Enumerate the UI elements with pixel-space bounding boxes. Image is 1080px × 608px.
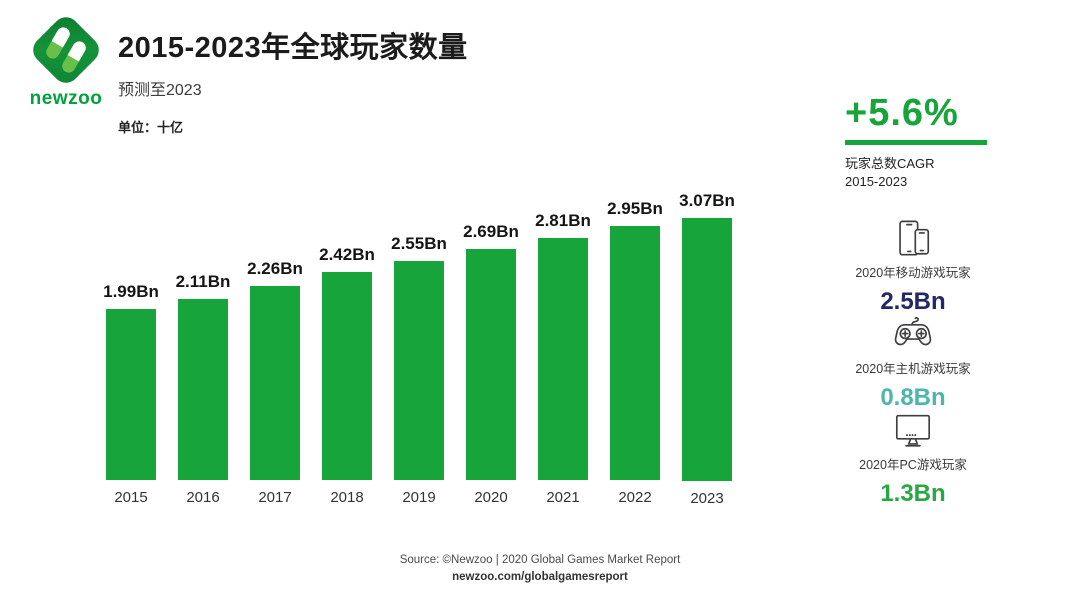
bar-column: 2.42Bn 2018 bbox=[311, 191, 383, 506]
bar-value-label: 3.07Bn bbox=[679, 191, 735, 210]
newzoo-logo-icon bbox=[33, 17, 99, 83]
x-axis-label: 2020 bbox=[474, 489, 508, 506]
stat-item: 2020年PC游戏玩家 1.3Bn bbox=[832, 412, 994, 508]
x-axis-label: 2022 bbox=[618, 489, 652, 506]
bar-column: 2.81Bn 2021 bbox=[527, 191, 599, 506]
stat-item: 2020年主机游戏玩家 0.8Bn bbox=[832, 316, 994, 412]
bar-stack: 2.55Bn bbox=[383, 191, 455, 480]
bar-value-label: 2.11Bn bbox=[175, 271, 231, 291]
mobile-devices-icon bbox=[887, 220, 939, 257]
cagr-block: +5.6% 玩家总数CAGR 2015-2023 bbox=[845, 92, 1015, 190]
cagr-value: +5.6% bbox=[845, 92, 959, 134]
cagr-label: 玩家总数CAGR 2015-2023 bbox=[845, 155, 1015, 190]
bar-column: 2.26Bn 2017 bbox=[239, 191, 311, 506]
x-axis-label: 2016 bbox=[186, 489, 220, 506]
stat-label: 2020年主机游戏玩家 bbox=[855, 362, 971, 376]
bar-value-label: 2.81Bn bbox=[535, 211, 591, 231]
stats-panel: 2020年移动游戏玩家 2.5Bn 2020年主机游戏玩家 0.8Bn 2020… bbox=[832, 220, 994, 508]
bar-value-label: 2.95Bn bbox=[607, 199, 663, 219]
cagr-underline bbox=[845, 140, 987, 145]
footer: Source: ©Newzoo | 2020 Global Games Mark… bbox=[0, 554, 1080, 583]
bar-column: 2.95Bn 2022 bbox=[599, 191, 671, 506]
bar-chart: 1.99Bn 2015 2.11Bn 2016 2.26Bn 2017 2.42… bbox=[95, 191, 743, 507]
bar-stack: 2.81Bn bbox=[527, 191, 599, 480]
bar-stack: 2.95Bn bbox=[599, 191, 671, 480]
monitor-icon bbox=[887, 412, 939, 449]
header-text-block: 2015-2023年全球玩家数量 预测至2023 单位：十亿 bbox=[118, 24, 468, 136]
stat-value: 1.3Bn bbox=[880, 480, 946, 507]
bar-value-label: 1.99Bn bbox=[103, 281, 159, 301]
bar-column: 3.07Bn 2023 bbox=[671, 191, 743, 507]
footer-source: Source: ©Newzoo | 2020 Global Games Mark… bbox=[399, 554, 681, 566]
bar-stack: 2.26Bn bbox=[239, 191, 311, 480]
x-axis-label: 2018 bbox=[330, 489, 364, 506]
stat-label: 2020年移动游戏玩家 bbox=[855, 266, 971, 280]
x-axis-label: 2021 bbox=[546, 489, 580, 506]
stat-item: 2020年移动游戏玩家 2.5Bn bbox=[832, 220, 994, 316]
bar-column: 2.55Bn 2019 bbox=[383, 191, 455, 506]
stat-label: 2020年PC游戏玩家 bbox=[859, 458, 967, 472]
cagr-label-line1: 玩家总数CAGR bbox=[845, 156, 935, 171]
bar-stack: 2.42Bn bbox=[311, 191, 383, 480]
x-axis-label: 2023 bbox=[690, 490, 724, 507]
logo-wordmark: newzoo bbox=[29, 88, 103, 109]
bar bbox=[322, 271, 372, 480]
bar bbox=[250, 285, 300, 480]
newzoo-logo: newzoo bbox=[26, 14, 106, 110]
gamepad-icon bbox=[887, 316, 939, 353]
bar bbox=[538, 238, 588, 480]
stat-value: 0.8Bn bbox=[880, 384, 946, 411]
bar bbox=[682, 218, 732, 481]
bar-column: 1.99Bn 2015 bbox=[95, 191, 167, 506]
bar-stack: 1.99Bn bbox=[95, 191, 167, 480]
x-axis-label: 2019 bbox=[402, 489, 436, 506]
cagr-label-line2: 2015-2023 bbox=[845, 173, 908, 189]
bar-value-label: 2.55Bn bbox=[391, 233, 447, 253]
x-axis-label: 2015 bbox=[114, 489, 148, 506]
unit-label: 单位：十亿 bbox=[118, 120, 184, 135]
bar bbox=[466, 248, 516, 480]
x-axis-label: 2017 bbox=[258, 489, 292, 506]
page-title: 2015-2023年全球玩家数量 bbox=[118, 32, 468, 64]
bar-stack: 2.69Bn bbox=[455, 191, 527, 480]
bar-stack: 3.07Bn bbox=[671, 191, 743, 481]
bar-value-label: 2.26Bn bbox=[247, 258, 303, 278]
bar bbox=[178, 298, 228, 480]
bar bbox=[394, 260, 444, 480]
bar-value-label: 2.69Bn bbox=[463, 221, 519, 241]
page-subtitle: 预测至2023 bbox=[118, 82, 202, 99]
footer-url: newzoo.com/globalgamesreport bbox=[452, 571, 628, 583]
stat-value: 2.5Bn bbox=[880, 288, 946, 315]
bar-column: 2.69Bn 2020 bbox=[455, 191, 527, 506]
bar bbox=[610, 226, 660, 480]
bar-value-label: 2.42Bn bbox=[319, 244, 375, 264]
bar-column: 2.11Bn 2016 bbox=[167, 191, 239, 506]
bar bbox=[106, 308, 156, 480]
bar-stack: 2.11Bn bbox=[167, 191, 239, 480]
